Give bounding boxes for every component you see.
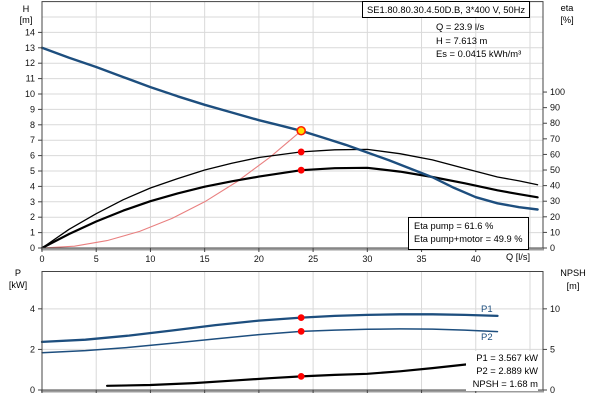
tick-label: 80 [550, 118, 560, 128]
tick-label: 6 [30, 151, 35, 161]
p-axis-unit: [kW] [8, 280, 28, 290]
tick-label: 40 [550, 181, 560, 191]
eta-axis-label: eta [560, 3, 574, 13]
tick-label: 10 [550, 227, 560, 237]
tick-label: 30 [362, 254, 372, 264]
tick-label: 20 [254, 254, 264, 264]
tick-label: 4 [30, 181, 35, 191]
tick-label: 13 [25, 43, 35, 53]
plot-border [41, 271, 544, 391]
npsh-axis-unit: [m] [566, 281, 580, 291]
tick-label: 70 [550, 134, 560, 144]
tick-label: 14 [25, 27, 35, 37]
tick-label: 0 [550, 385, 555, 395]
tick-label: 15 [200, 254, 210, 264]
tick-label: 40 [471, 254, 481, 264]
p2-curve-label: P2 [481, 332, 493, 343]
power-values-box: P1 = 3.567 kW P2 = 2.889 kW NPSH = 1.68 … [465, 351, 538, 391]
tick-label: 35 [417, 254, 427, 264]
tick-label: 2 [30, 212, 35, 222]
tick-label: 0 [39, 254, 44, 264]
tick-label: 30 [550, 196, 560, 206]
curve-head [40, 46, 539, 211]
p-axis-label: P [14, 268, 22, 278]
tick-label: 5 [30, 166, 35, 176]
tick-label: 12 [25, 58, 35, 68]
p1-curve-label: P1 [481, 304, 493, 315]
tick-label: 0 [30, 385, 35, 395]
efficiency-values-box: Eta pump = 61.6 % Eta pump+motor = 49.9 … [408, 217, 529, 250]
tick-label: 25 [308, 254, 318, 264]
operating-point-marker [297, 372, 305, 380]
operating-point-marker [297, 327, 305, 335]
tick-label: 60 [550, 149, 560, 159]
curve-p1 [40, 313, 499, 344]
duty-point-marker [296, 125, 306, 136]
h-axis-unit: [m] [19, 15, 33, 25]
tick-label: 0 [30, 243, 35, 253]
tick-label: 100 [550, 87, 565, 97]
tick-label: 9 [30, 104, 35, 114]
tick-label: 7 [30, 135, 35, 145]
p2-value: P2 = 2.889 kW [476, 365, 538, 376]
duty-point-values: Q = 23.9 l/s H = 7.613 m Es = 0.0415 kWh… [436, 20, 521, 61]
tick-label: 90 [550, 103, 560, 113]
h-axis-label: H [22, 4, 30, 14]
npsh-value: NPSH = 1.68 m [472, 378, 538, 389]
curve-npsh [105, 362, 472, 387]
q-axis-label: Q [l/s] [506, 252, 530, 262]
duty-es-value: Es = 0.0415 kWh/m³ [436, 48, 522, 60]
eta-pump-motor-value: Eta pump+motor = 49.9 % [414, 234, 523, 244]
operating-point-marker [297, 148, 305, 156]
tick-label: 11 [26, 74, 35, 84]
tick-label: 50 [550, 165, 560, 175]
tick-label: 4 [30, 304, 35, 314]
tick-label: 20 [550, 212, 560, 222]
tick-label: 5 [550, 344, 555, 354]
tick-label: 2 [30, 344, 35, 354]
tick-label: 0 [550, 243, 555, 253]
eta-axis-unit: [%] [560, 15, 574, 25]
curve-eta-pump [41, 148, 539, 249]
operating-point-marker [297, 166, 305, 174]
npsh-axis-label: NPSH [560, 268, 586, 278]
operating-point-marker [297, 314, 305, 322]
p1-value: P1 = 3.567 kW [476, 352, 538, 363]
duty-h-value: H = 7.613 m [436, 34, 488, 46]
tick-label: 10 [145, 254, 155, 264]
curve-system-curve [41, 130, 302, 249]
curve-eta-pump-motor [40, 166, 539, 250]
tick-label: 10 [550, 304, 560, 314]
pump-title: SE1.80.80.30.4.50D.B, 3*400 V, 50Hz [362, 1, 531, 18]
duty-q-value: Q = 23.9 l/s [436, 21, 485, 32]
tick-label: 1 [30, 228, 35, 238]
tick-label: 8 [30, 120, 35, 130]
eta-pump-value: Eta pump = 61.6 % [414, 221, 494, 231]
tick-label: 10 [25, 89, 35, 99]
tick-label: 5 [94, 254, 99, 264]
tick-label: 3 [30, 197, 35, 207]
